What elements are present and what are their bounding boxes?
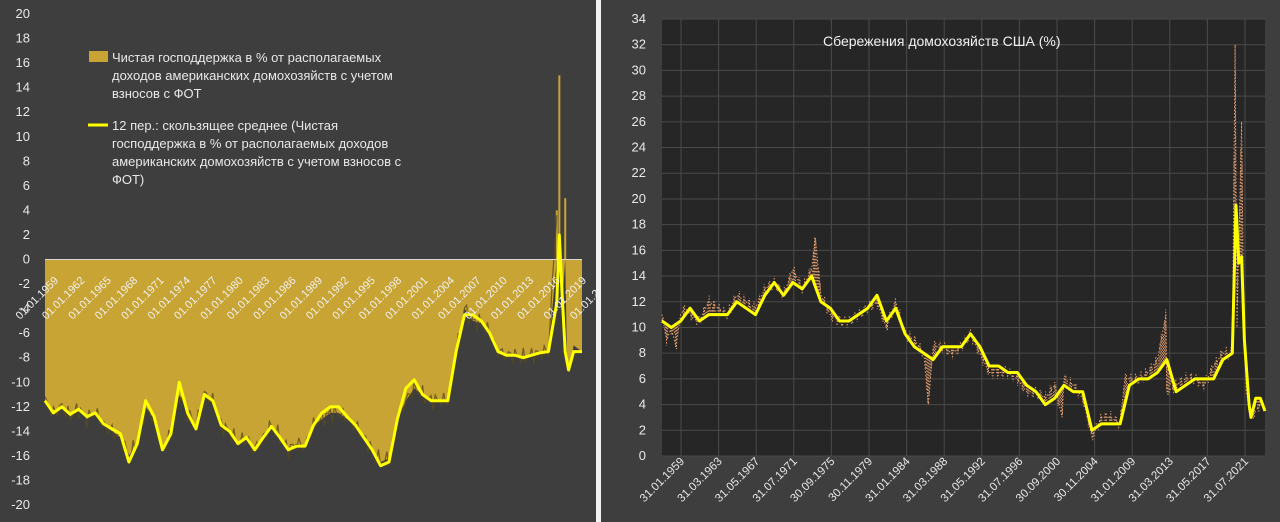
left-ytick-label: 10	[16, 129, 30, 144]
right-ytick-label: 6	[639, 371, 646, 386]
left-ytick-label: -4	[18, 301, 30, 316]
left-chart-panel: 20 18 16 14 12 10 8 6 4 2 0 -2 -4 -6 -8 -10 -12 -14 -16 -18…	[0, 0, 596, 522]
right-chart-title: Сбережения домохозяйств США (%)	[823, 33, 1061, 49]
left-ytick-label: -16	[11, 448, 30, 463]
right-ytick-label: 12	[632, 294, 646, 309]
legend-bar-label: Чистая господдержка в % от располагаемых	[112, 50, 382, 65]
left-ytick-label: -12	[11, 399, 30, 414]
legend-bar-label: взносов с ФОТ	[112, 86, 202, 101]
right-ytick-label: 20	[632, 191, 646, 206]
legend-bar-swatch	[89, 51, 108, 62]
right-ytick-label: 0	[639, 448, 646, 463]
right-ytick-label: 14	[632, 268, 646, 283]
right-ytick-label: 4	[639, 397, 646, 412]
panel-divider	[596, 0, 601, 522]
left-ytick-label: -2	[18, 276, 30, 291]
right-ytick-label: 16	[632, 242, 646, 257]
right-ytick-label: 24	[632, 140, 646, 155]
legend-line-label: американских домохозяйств с учетом взнос…	[112, 154, 402, 169]
left-bar-series-area	[45, 259, 582, 462]
right-chart: 024681012141618202224262830323431.01.195…	[632, 11, 1267, 505]
right-ytick-label: 2	[639, 422, 646, 437]
left-ytick-label: 4	[23, 202, 30, 217]
left-ytick-label: 12	[16, 104, 30, 119]
left-ytick-label: 18	[16, 31, 30, 46]
left-ytick-label: 20	[16, 6, 30, 21]
right-ytick-label: 26	[632, 114, 646, 129]
left-ytick-label: 6	[23, 178, 30, 193]
right-ytick-label: 10	[632, 319, 646, 334]
right-ytick-label: 34	[632, 11, 646, 26]
left-ytick-label: -8	[18, 350, 30, 365]
right-ytick-label: 28	[632, 88, 646, 103]
right-ytick-label: 8	[639, 345, 646, 360]
left-ytick-label: -14	[11, 423, 30, 438]
right-ytick-label: 32	[632, 37, 646, 52]
right-smoothed-line	[661, 203, 1267, 432]
legend-line-label: 12 пер.: скользящее среднее (Чистая	[112, 118, 338, 133]
left-ytick-label: 0	[23, 252, 30, 267]
legend-line-label: ФОТ)	[112, 172, 144, 187]
left-ytick-label: 2	[23, 227, 30, 242]
left-ytick-label: 14	[16, 80, 30, 95]
right-ytick-label: 30	[632, 62, 646, 77]
left-ytick-label: -18	[11, 472, 30, 487]
legend-line-label: господдержка в % от располагаемых доходо…	[112, 136, 388, 151]
left-ytick-label: 8	[23, 153, 30, 168]
right-ytick-label: 18	[632, 217, 646, 232]
right-monthly-series	[661, 44, 1261, 439]
left-ytick-label: -20	[11, 497, 30, 512]
legend-bar-label: доходов американских домохозяйств с учет…	[112, 68, 393, 83]
left-chart: 20181614121086420-2-4-6-8-10-12-14-16-18…	[11, 6, 596, 512]
left-ytick-label: -6	[18, 325, 30, 340]
right-chart-panel: 0 2 4 6 8 10 12 14 16 18 20 22 24 26 28 30 32 34 31.01.195…	[601, 0, 1280, 522]
left-moving-average-line	[43, 233, 582, 468]
right-ytick-label: 22	[632, 165, 646, 180]
left-ytick-label: 16	[16, 55, 30, 70]
left-ytick-label: -10	[11, 374, 30, 389]
right-plot-area	[662, 19, 1265, 456]
